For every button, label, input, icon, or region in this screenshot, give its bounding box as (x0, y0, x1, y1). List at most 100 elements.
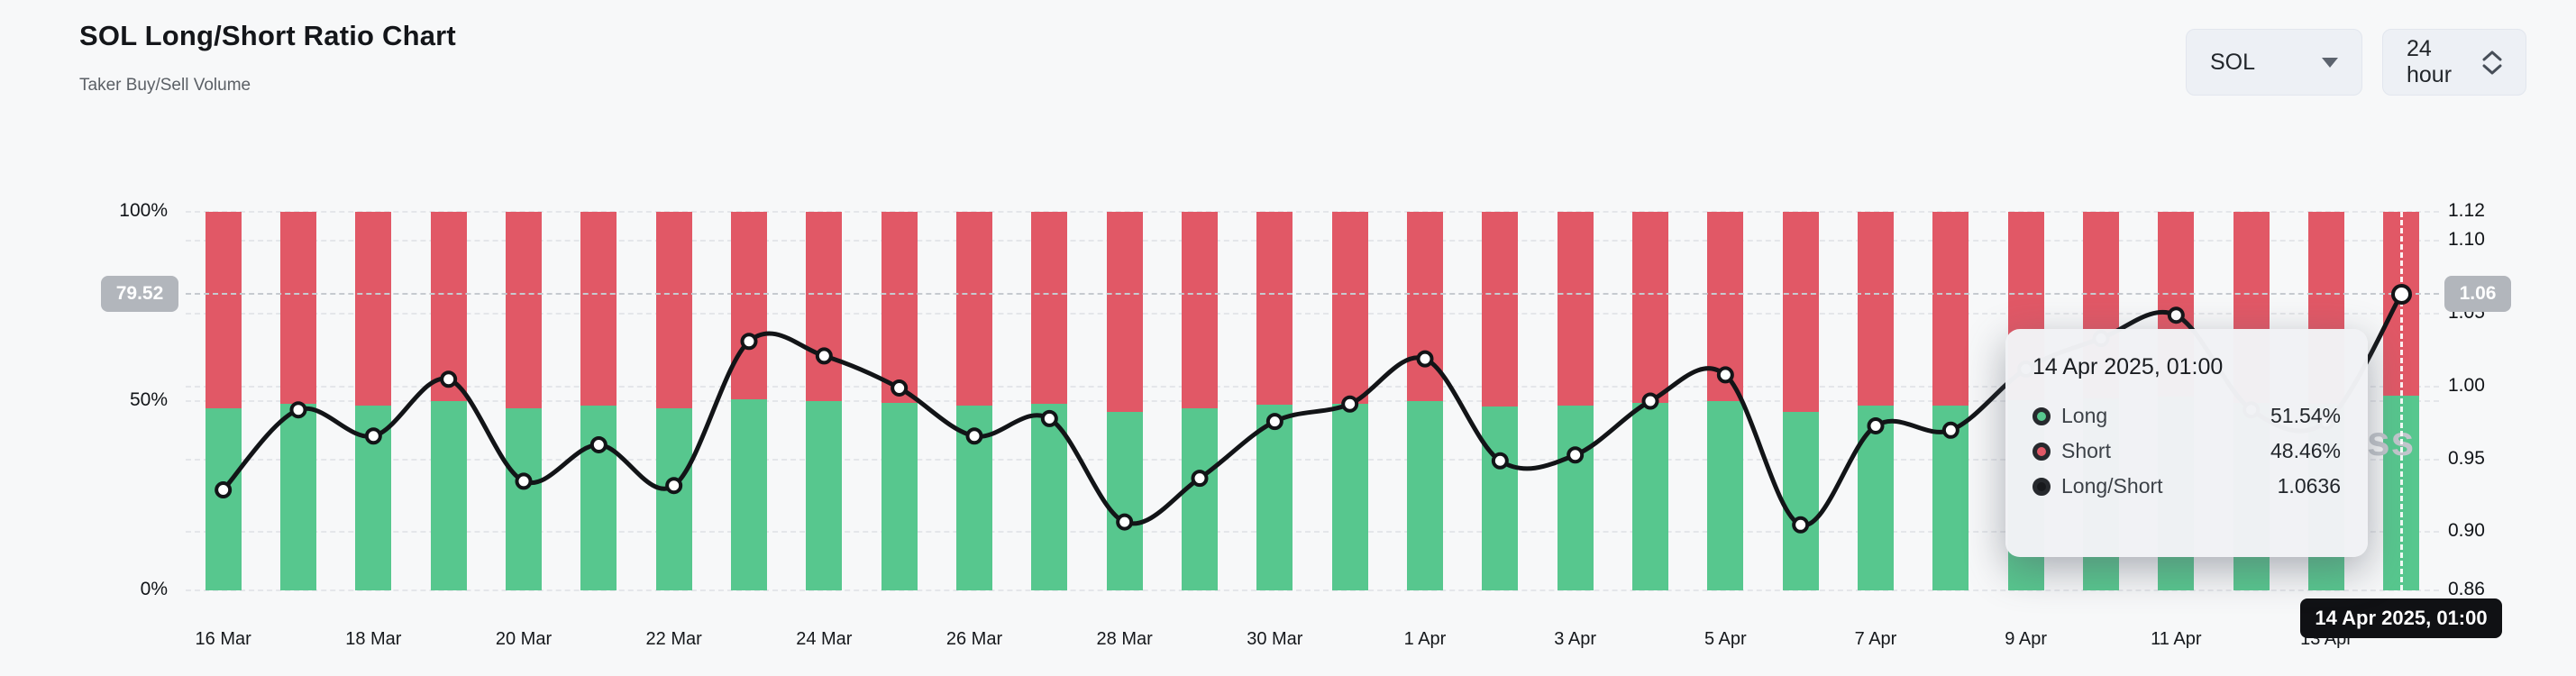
long-segment (1482, 407, 1519, 590)
left-axis-tick: 0% (140, 579, 168, 599)
x-axis-tick: 7 Apr (1854, 629, 1897, 649)
bar-25-mar[interactable] (881, 212, 918, 590)
x-axis-tick: 26 Mar (945, 629, 1003, 649)
long-segment (1632, 403, 1668, 590)
x-axis-tick: 24 Mar (796, 629, 853, 649)
interval-select-value: 24 hour (2407, 36, 2453, 87)
symbol-select[interactable]: SOL (2186, 29, 2362, 96)
tooltip-row-ratio: Long/Short 1.0636 (2032, 474, 2341, 498)
bar-24-mar[interactable] (806, 212, 843, 590)
bar-4-apr[interactable] (1632, 212, 1668, 590)
short-segment (1932, 212, 1969, 406)
tooltip-ratio-value: 1.0636 (2277, 474, 2341, 498)
x-axis-tick: 22 Mar (645, 629, 702, 649)
bar-23-mar[interactable] (731, 212, 767, 590)
interval-select[interactable]: 24 hour (2382, 29, 2526, 96)
long-segment (506, 407, 542, 590)
long-segment (806, 400, 843, 590)
long-segment (881, 402, 918, 590)
long-segment (655, 408, 692, 590)
tooltip-row-short: Short 48.46% (2032, 439, 2341, 463)
left-axis-crosshair-badge: 79.52 (101, 276, 178, 313)
bar-1-apr[interactable] (1407, 212, 1443, 590)
page-subtitle: Taker Buy/Sell Volume (79, 76, 251, 95)
long-segment (580, 405, 617, 590)
tooltip-short-label: Short (2061, 439, 2111, 462)
long-segment (280, 403, 316, 590)
bar-21-mar[interactable] (580, 212, 617, 590)
short-segment (205, 212, 242, 408)
long-segment (1707, 401, 1744, 590)
short-marker-icon (2032, 442, 2051, 461)
x-axis-tick: 18 Mar (345, 629, 402, 649)
caret-down-icon (2322, 57, 2338, 68)
bar-17-mar[interactable] (280, 212, 316, 590)
long-segment (1932, 405, 1969, 590)
gridline (186, 240, 2439, 242)
short-segment (731, 212, 767, 400)
bar-31-mar[interactable] (1331, 212, 1368, 590)
bar-2-apr[interactable] (1482, 212, 1519, 590)
symbol-select-value: SOL (2210, 49, 2256, 75)
long-segment (1331, 403, 1368, 590)
long-segment (1182, 407, 1218, 590)
right-axis-tick: 1.10 (2448, 229, 2485, 251)
right-axis-tick: 0.86 (2448, 579, 2485, 599)
short-segment (881, 212, 918, 403)
bar-29-mar[interactable] (1182, 212, 1218, 590)
bar-16-mar[interactable] (205, 212, 242, 590)
x-axis-tick: 30 Mar (1247, 629, 1303, 649)
right-axis-crosshair-badge: 1.06 (2444, 276, 2511, 313)
bar-5-apr[interactable] (1707, 212, 1744, 590)
tooltip-short-value: 48.46% (2270, 439, 2341, 462)
bar-20-mar[interactable] (506, 212, 542, 590)
updown-chevron-icon (2482, 50, 2502, 75)
long-segment (1106, 411, 1143, 590)
bar-18-mar[interactable] (355, 212, 392, 590)
short-segment (580, 212, 617, 406)
x-axis-tick: 9 Apr (2005, 629, 2047, 649)
crosshair-vertical-line (2400, 212, 2404, 590)
bar-22-mar[interactable] (655, 212, 692, 590)
bar-30-mar[interactable] (1256, 212, 1293, 590)
right-axis-tick: 1.00 (2448, 374, 2485, 396)
bar-7-apr[interactable] (1858, 212, 1894, 590)
long-segment (956, 406, 992, 590)
bar-8-apr[interactable] (1932, 212, 1969, 590)
chart-controls: SOL 24 hour (2186, 29, 2526, 96)
page-title: SOL Long/Short Ratio Chart (79, 20, 456, 51)
right-axis-tick: 0.95 (2448, 447, 2485, 469)
bar-26-mar[interactable] (956, 212, 992, 590)
long-marker-icon (2032, 407, 2051, 425)
bar-3-apr[interactable] (1557, 212, 1594, 590)
short-segment (655, 212, 692, 409)
short-segment (1407, 212, 1443, 401)
bar-27-mar[interactable] (1031, 212, 1068, 590)
short-segment (430, 212, 467, 402)
long-segment (731, 399, 767, 590)
gridline (186, 211, 2439, 213)
long-segment (1782, 411, 1819, 590)
short-segment (1331, 212, 1368, 404)
short-segment (1782, 212, 1819, 412)
long-segment (205, 407, 242, 590)
x-axis-tick: 16 Mar (195, 629, 251, 649)
long-segment (1031, 404, 1068, 590)
right-axis-tick: 1.12 (2448, 200, 2485, 221)
short-segment (956, 212, 992, 407)
long-segment (1557, 406, 1594, 590)
short-segment (806, 212, 843, 401)
left-axis-tick: 100% (119, 200, 168, 221)
x-axis-tick: 1 Apr (1403, 629, 1447, 649)
bar-6-apr[interactable] (1782, 212, 1819, 590)
bar-28-mar[interactable] (1106, 212, 1143, 590)
bar-19-mar[interactable] (430, 212, 467, 590)
tooltip-ratio-label: Long/Short (2061, 474, 2163, 498)
crosshair-horizontal-line (186, 293, 2439, 296)
watermark-fragment: ss (2367, 417, 2416, 464)
short-segment (1482, 212, 1519, 407)
gridline (186, 531, 2439, 534)
x-axis-tick: 11 Apr (2151, 629, 2202, 649)
short-segment (1632, 212, 1668, 404)
